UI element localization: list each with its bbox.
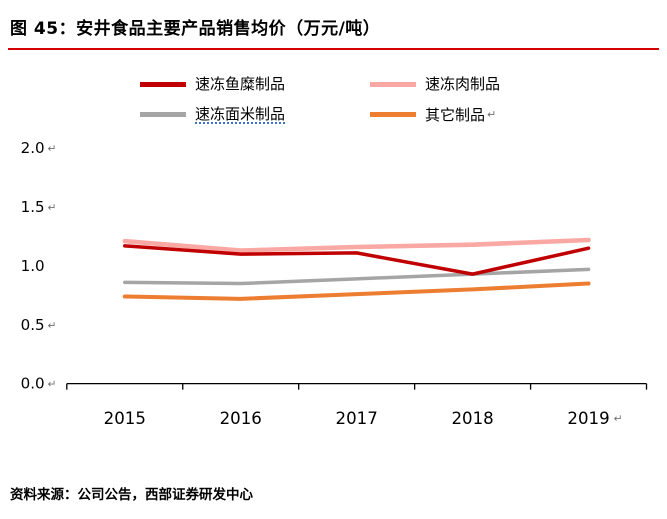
y-tick-label: 1.5 xyxy=(21,198,45,216)
paragraph-mark: ↵ xyxy=(487,108,497,122)
y-tick-label: 1.0 xyxy=(21,257,45,275)
legend-swatch-other xyxy=(370,112,416,118)
plot-svg: 0.0 ↵0.5 ↵1.01.5 ↵2.0 ↵2015 2016 2017 2018 2019 ↵ xyxy=(21,139,648,428)
paragraph-mark: ↵ xyxy=(48,202,57,214)
x-tick-label: 2017 xyxy=(336,409,378,428)
legend-swatch-meat xyxy=(370,81,416,87)
legend-label-flour-rice: 速冻面米制品 xyxy=(195,104,286,124)
paragraph-mark: ↵ xyxy=(48,320,57,332)
y-tick-label: 0.0 xyxy=(21,375,45,393)
y-tick-label: 0.5 xyxy=(21,316,45,334)
legend: 速冻鱼糜制品 速冻肉制品 速冻面米制品 其它制品 ↵ xyxy=(140,76,667,124)
legend-item-surimi: 速冻鱼糜制品 xyxy=(140,76,370,93)
paragraph-mark: ↵ xyxy=(48,143,57,155)
x-tick-label: 2016 xyxy=(220,409,262,428)
figure-title: 图 45：安井食品主要产品销售均价（万元/吨） xyxy=(10,19,381,39)
x-tick-label: 2015 xyxy=(104,409,146,428)
y-tick-label: 2.0 xyxy=(21,139,45,157)
series-line-1 xyxy=(122,237,591,253)
plot-area: 0.0 ↵ 0.5 ↵ 1.0 1.5 ↵ 2.0 ↵ 2015 2016 2017 2018 2019 ↵ xyxy=(4,130,667,446)
series-line-3 xyxy=(122,281,591,301)
series-line-2 xyxy=(123,267,591,286)
paragraph-mark: ↵ xyxy=(614,413,623,425)
legend-item-other: 其它制品 ↵ xyxy=(370,106,667,125)
x-tick-label: 2019 xyxy=(567,409,609,428)
legend-swatch-surimi xyxy=(140,81,186,87)
title-divider xyxy=(8,48,659,50)
series-line-0 xyxy=(123,244,591,276)
legend-label-surimi: 速冻鱼糜制品 xyxy=(195,75,286,93)
legend-label-other: 其它制品 xyxy=(425,105,486,124)
paragraph-mark: ↵ xyxy=(48,379,57,391)
source-note: 资料来源：公司公告，西部证券研发中心 xyxy=(10,487,253,503)
legend-item-flour-rice: 速冻面米制品 xyxy=(140,104,370,124)
legend-item-meat: 速冻肉制品 xyxy=(370,76,667,93)
legend-label-meat: 速冻肉制品 xyxy=(425,75,501,93)
x-tick-label: 2018 xyxy=(451,409,493,428)
legend-swatch-flour-rice xyxy=(140,112,186,118)
